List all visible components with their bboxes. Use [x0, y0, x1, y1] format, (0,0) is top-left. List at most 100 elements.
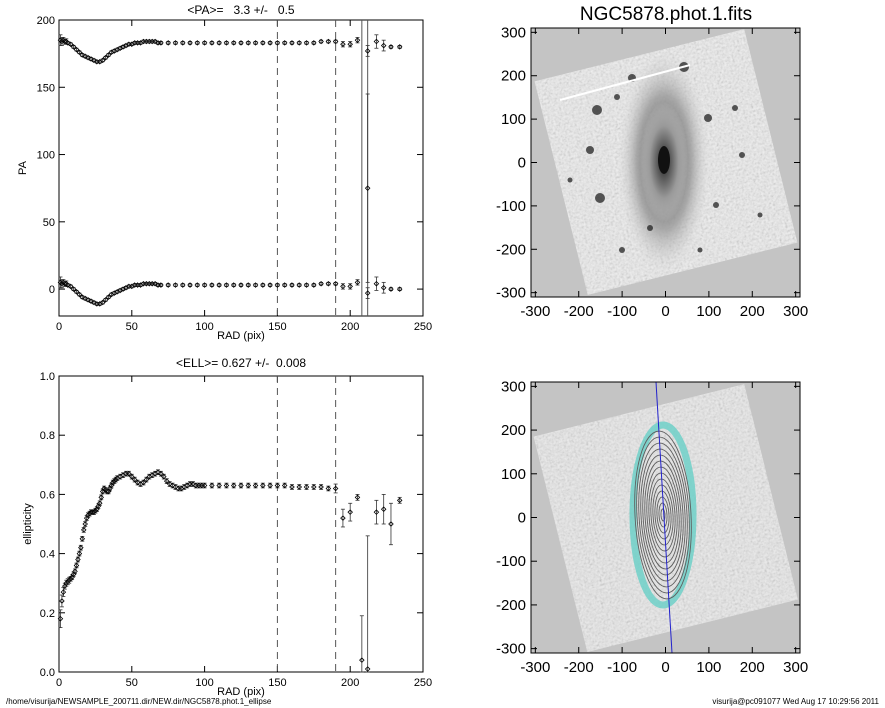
data-point: [152, 280, 158, 287]
data-point: [59, 598, 65, 604]
star: [595, 193, 605, 203]
data-point: [230, 282, 237, 288]
figure-title: NGC5878.phot.1.fits: [580, 4, 752, 25]
data-point: [102, 297, 109, 303]
data-point: [245, 40, 252, 46]
y-tick-label: 100: [501, 111, 526, 128]
data-point: [187, 282, 193, 288]
ellipticity-x-axis-label: RAD (pix): [217, 686, 265, 698]
x-tick-label: 250: [414, 677, 432, 689]
data-point: [388, 521, 394, 527]
data-point: [201, 282, 208, 288]
y-tick-label: -200: [496, 597, 526, 614]
y-tick-label: 0: [518, 510, 526, 527]
y-tick-label: -300: [496, 285, 526, 302]
data-point: [303, 40, 310, 46]
y-tick-label: 0.4: [40, 549, 55, 561]
data-point: [79, 52, 86, 58]
data-point: [158, 470, 164, 477]
star: [614, 94, 620, 100]
data-point: [57, 615, 64, 622]
star: [697, 247, 703, 253]
x-tick-label: 0: [661, 659, 669, 676]
data-point: [80, 527, 87, 533]
data-point: [209, 482, 215, 489]
data-point: [158, 282, 164, 288]
isophote-contour: [646, 466, 680, 564]
data-point: [223, 282, 230, 288]
data-point: [274, 282, 281, 288]
data-point: [252, 40, 259, 46]
y-tick-label: -200: [496, 241, 526, 258]
x-tick-label: -300: [520, 659, 550, 676]
x-tick-label: 0: [661, 303, 669, 320]
data-point: [318, 280, 324, 287]
y-tick-label: 0.0: [40, 667, 55, 679]
data-point: [172, 40, 179, 46]
data-point: [161, 473, 167, 480]
x-tick-label: -100: [607, 659, 637, 676]
data-point: [230, 40, 237, 46]
data-point: [99, 57, 106, 64]
y-tick-label: 200: [501, 422, 526, 439]
data-point: [98, 494, 104, 501]
data-point: [364, 290, 371, 296]
data-point: [296, 282, 303, 288]
data-point: [82, 521, 88, 527]
data-point: [102, 54, 109, 61]
data-point: [388, 286, 394, 292]
star: [732, 105, 738, 111]
data-point: [165, 282, 171, 288]
data-point: [296, 40, 303, 46]
isophote-contour: [650, 478, 676, 552]
data-point: [311, 282, 317, 288]
isophote-contour: [658, 502, 668, 528]
major-axis-line: [655, 382, 673, 653]
data-point: [380, 506, 387, 512]
data-point: [72, 568, 78, 575]
data-point: [238, 482, 244, 489]
data-point: [354, 494, 361, 501]
data-point: [105, 294, 112, 300]
data-point: [359, 657, 365, 663]
masked-image-noise: [533, 384, 798, 653]
ellipticity-y-axis-label: ellipticity: [22, 503, 34, 545]
pa-y-axis-label: PA: [17, 160, 29, 175]
data-point: [85, 297, 91, 303]
x-tick-label: 200: [740, 303, 765, 320]
data-point: [223, 40, 230, 46]
data-point: [105, 52, 112, 58]
x-tick-label: 100: [195, 321, 213, 333]
data-point: [238, 40, 244, 46]
data-point: [238, 282, 244, 288]
data-point: [396, 286, 403, 292]
data-point: [396, 497, 403, 504]
x-tick-label: 50: [126, 677, 138, 689]
y-tick-label: -100: [496, 198, 526, 215]
data-point: [340, 283, 346, 290]
data-point: [73, 46, 80, 53]
data-point: [209, 40, 215, 46]
y-tick-label: 200: [37, 15, 55, 27]
data-point: [73, 289, 80, 295]
data-point: [325, 38, 332, 45]
data-point: [223, 482, 230, 489]
isophote-contour: [656, 496, 670, 534]
data-point: [179, 40, 186, 46]
y-tick-label: 0.6: [40, 489, 55, 501]
star: [619, 247, 625, 253]
data-point: [311, 484, 317, 490]
data-point: [88, 298, 94, 304]
data-point: [187, 40, 193, 46]
data-point: [340, 41, 346, 47]
data-point: [245, 282, 252, 288]
data-point: [79, 536, 86, 542]
data-point: [354, 37, 361, 43]
data-point: [380, 284, 387, 291]
data-point: [296, 484, 303, 490]
data-point: [64, 282, 71, 288]
bleed-streak: [559, 64, 691, 101]
data-point: [260, 40, 266, 46]
x-tick-label: 300: [783, 303, 808, 320]
data-point: [201, 482, 208, 489]
